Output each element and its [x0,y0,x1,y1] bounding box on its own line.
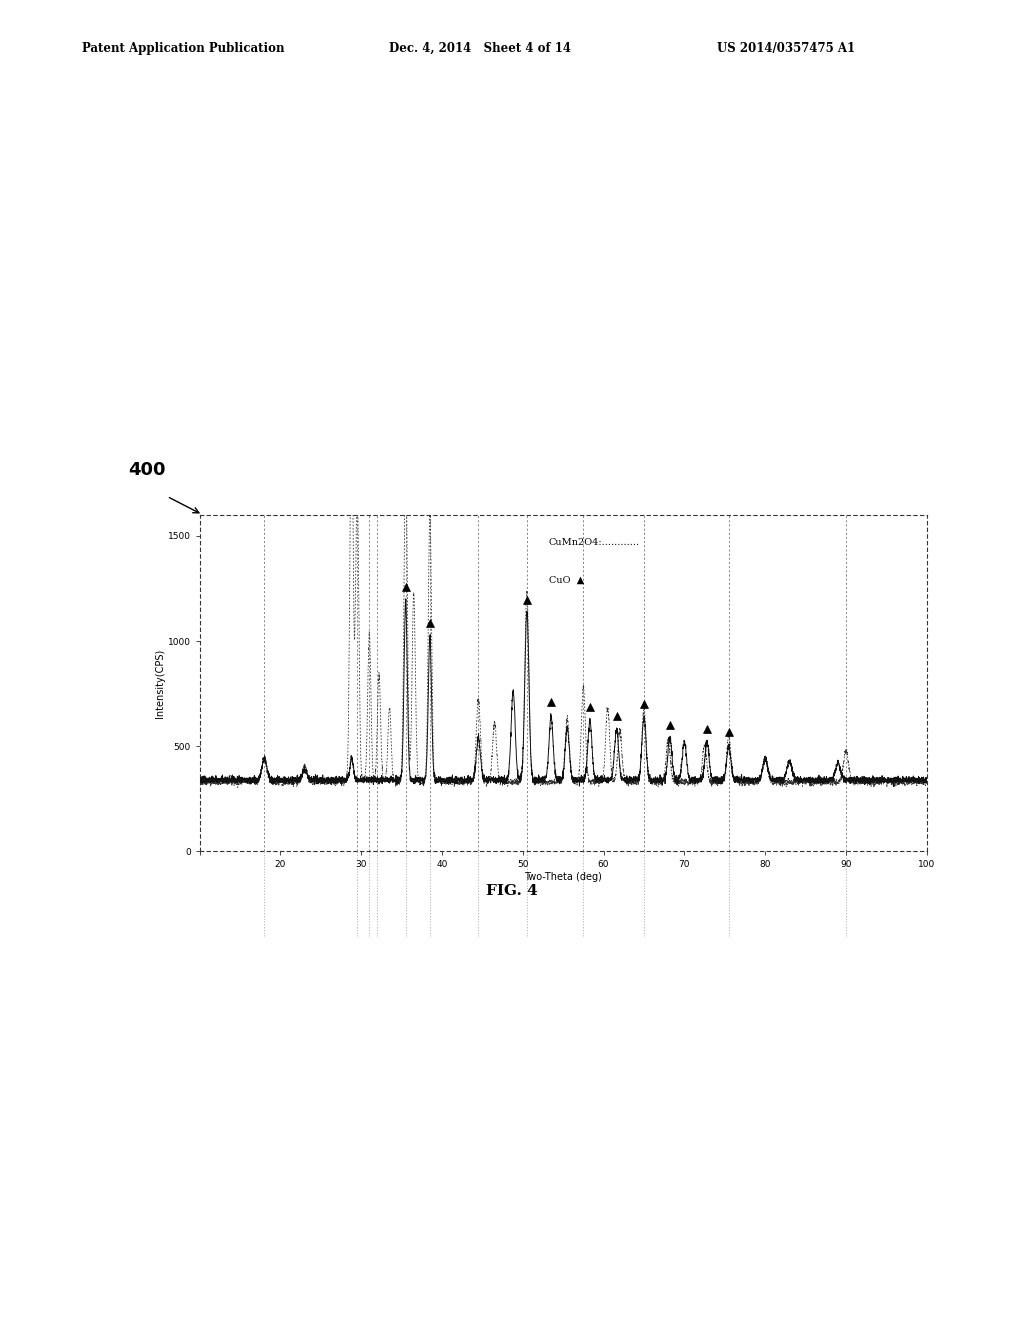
Y-axis label: Intensity(CPS): Intensity(CPS) [155,648,165,718]
Text: US 2014/0357475 A1: US 2014/0357475 A1 [717,42,855,55]
Text: Dec. 4, 2014   Sheet 4 of 14: Dec. 4, 2014 Sheet 4 of 14 [389,42,571,55]
Text: FIG. 4: FIG. 4 [486,884,538,899]
Text: CuO  ▲: CuO ▲ [549,576,584,585]
Text: Patent Application Publication: Patent Application Publication [82,42,285,55]
Text: CuMn2O4:............: CuMn2O4:............ [549,539,640,548]
Text: 400: 400 [128,461,166,479]
X-axis label: Two-Theta (deg): Two-Theta (deg) [524,873,602,882]
